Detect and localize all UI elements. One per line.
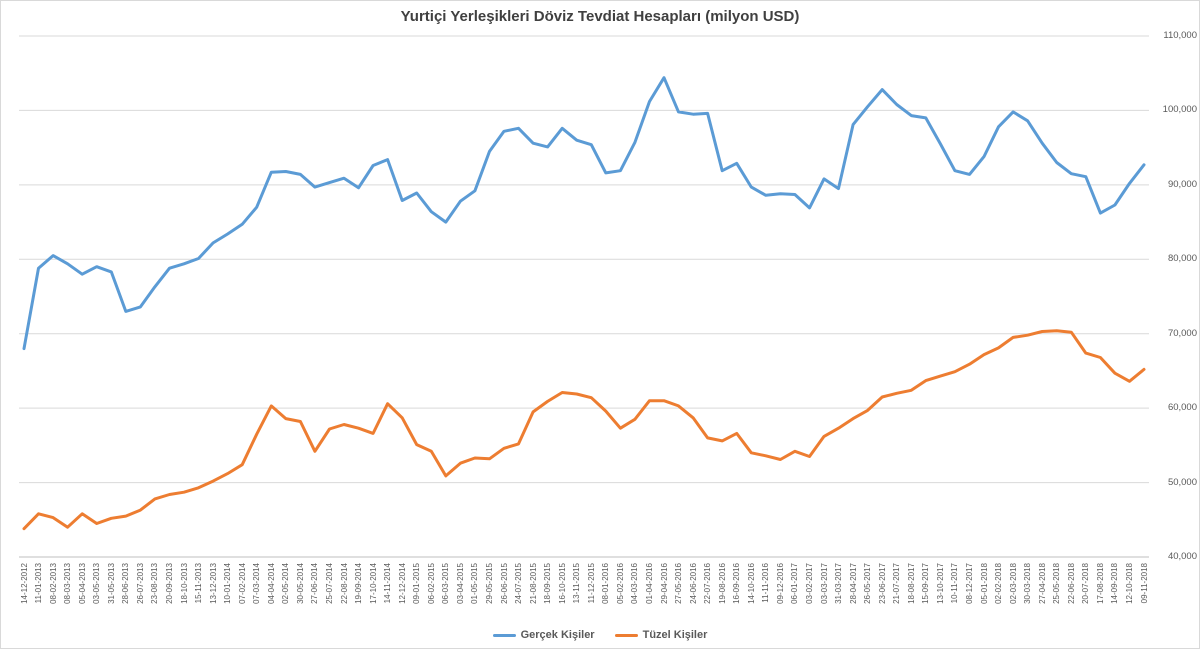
x-tick-label: 08-12-2017 bbox=[964, 563, 974, 604]
x-tick-label: 20-07-2018 bbox=[1081, 563, 1091, 604]
x-tick-label: 29-04-2016 bbox=[659, 563, 669, 604]
x-tick-label: 22-08-2014 bbox=[339, 563, 349, 604]
x-tick-label: 16-10-2015 bbox=[557, 563, 567, 604]
x-tick-label: 12-10-2018 bbox=[1124, 563, 1134, 604]
y-tick-label: 70,000 bbox=[1167, 327, 1197, 339]
legend-label-gercek: Gerçek Kişiler bbox=[520, 629, 595, 641]
x-tick-label: 18-10-2013 bbox=[179, 563, 189, 604]
x-tick-label: 11-11-2016 bbox=[761, 563, 771, 603]
x-tick-label: 13-12-2013 bbox=[208, 563, 218, 604]
legend-item-tuzel-kisiler[interactable]: Tüzel Kişiler bbox=[614, 629, 708, 641]
x-tick-label: 05-02-2016 bbox=[615, 563, 625, 604]
x-tick-label: 29-05-2015 bbox=[484, 563, 494, 604]
x-tick-label: 07-02-2014 bbox=[237, 563, 247, 604]
y-tick-label: 80,000 bbox=[1167, 253, 1197, 265]
x-tick-label: 10-01-2014 bbox=[223, 563, 233, 604]
x-tick-label: 09-11-2018 bbox=[1139, 563, 1149, 604]
x-tick-label: 04-03-2016 bbox=[630, 563, 640, 604]
x-tick-label: 25-05-2018 bbox=[1052, 563, 1062, 604]
x-tick-label: 09-12-2016 bbox=[775, 563, 785, 604]
x-tick-label: 24-06-2016 bbox=[688, 563, 698, 604]
x-tick-label: 23-08-2013 bbox=[150, 563, 160, 604]
y-tick-label: 100,000 bbox=[1162, 104, 1197, 116]
x-tick-label: 26-06-2015 bbox=[499, 563, 509, 604]
x-tick-label: 02-03-2018 bbox=[1008, 563, 1018, 604]
x-tick-label: 02-02-2018 bbox=[994, 563, 1004, 604]
y-tick-label: 50,000 bbox=[1167, 476, 1197, 488]
x-tick-label: 13-10-2017 bbox=[935, 563, 945, 604]
y-tick-label: 90,000 bbox=[1167, 178, 1197, 190]
x-tick-label: 11-12-2015 bbox=[586, 563, 596, 604]
series-line-gercek-kisiler[interactable] bbox=[22, 76, 1146, 351]
x-tick-label: 07-03-2014 bbox=[252, 563, 262, 604]
x-tick-label: 21-08-2015 bbox=[528, 563, 538, 604]
x-tick-label: 15-11-2013 bbox=[194, 563, 204, 604]
x-tick-label: 02-05-2014 bbox=[281, 563, 291, 604]
x-tick-label: 27-04-2018 bbox=[1037, 563, 1047, 604]
x-tick-label: 03-03-2017 bbox=[819, 563, 829, 604]
x-tick-label: 18-09-2015 bbox=[543, 563, 553, 604]
x-tick-label: 16-09-2016 bbox=[732, 563, 742, 604]
x-tick-label: 12-12-2014 bbox=[397, 563, 407, 604]
x-tick-label: 19-09-2014 bbox=[354, 563, 364, 604]
x-tick-label: 26-05-2017 bbox=[863, 563, 873, 604]
x-tick-label: 22-06-2018 bbox=[1066, 563, 1076, 604]
x-tick-label: 17-08-2018 bbox=[1095, 563, 1105, 604]
y-tick-label: 40,000 bbox=[1167, 551, 1197, 562]
x-tick-label: 15-09-2017 bbox=[921, 563, 931, 604]
x-tick-label: 06-03-2015 bbox=[441, 563, 451, 604]
chart-title: Yurtiçi Yerleşikleri Döviz Tevdiat Hesap… bbox=[400, 8, 800, 25]
x-tick-label: 19-08-2016 bbox=[717, 563, 727, 604]
x-tick-label: 31-03-2017 bbox=[834, 563, 844, 604]
x-tick-label: 27-05-2016 bbox=[674, 563, 684, 604]
y-tick-label: 60,000 bbox=[1167, 402, 1197, 414]
x-tick-label: 05-01-2018 bbox=[979, 563, 989, 604]
x-tick-label: 01-05-2015 bbox=[470, 563, 480, 604]
x-tick-label: 04-04-2014 bbox=[266, 563, 276, 604]
x-tick-label: 13-11-2015 bbox=[572, 563, 582, 604]
legend: Gerçek Kişiler Tüzel Kişiler bbox=[1, 629, 1199, 641]
x-tick-label: 14-09-2018 bbox=[1110, 563, 1120, 604]
x-tick-label: 24-07-2015 bbox=[514, 563, 524, 604]
x-tick-label: 01-04-2016 bbox=[644, 563, 654, 604]
x-tick-label: 06-02-2015 bbox=[426, 563, 436, 604]
x-tick-label: 09-01-2015 bbox=[412, 563, 422, 604]
x-tick-label: 08-02-2013 bbox=[48, 563, 58, 604]
x-tick-label: 10-11-2017 bbox=[950, 563, 960, 604]
x-tick-label: 05-04-2013 bbox=[77, 563, 87, 604]
legend-line-swatch-tuzel bbox=[614, 633, 638, 637]
x-tick-label: 08-03-2013 bbox=[63, 563, 73, 604]
x-tick-label: 31-05-2013 bbox=[106, 563, 116, 604]
x-tick-label: 23-06-2017 bbox=[877, 563, 887, 604]
x-tick-label: 11-01-2013 bbox=[34, 563, 44, 604]
x-tick-label: 03-04-2015 bbox=[455, 563, 465, 604]
x-tick-label: 03-02-2017 bbox=[804, 563, 814, 604]
x-tick-label: 30-03-2018 bbox=[1023, 563, 1033, 604]
x-tick-label: 14-12-2012 bbox=[19, 563, 29, 604]
x-tick-label: 27-06-2014 bbox=[310, 563, 320, 604]
legend-label-tuzel: Tüzel Kişiler bbox=[642, 629, 708, 641]
x-tick-label: 14-10-2016 bbox=[746, 563, 756, 604]
x-tick-label: 30-05-2014 bbox=[295, 563, 305, 604]
x-tick-label: 06-01-2017 bbox=[790, 563, 800, 604]
x-tick-label: 28-04-2017 bbox=[848, 563, 858, 604]
legend-item-gercek-kisiler[interactable]: Gerçek Kişiler bbox=[492, 629, 595, 641]
x-tick-label: 08-01-2016 bbox=[601, 563, 611, 604]
x-tick-label: 20-09-2013 bbox=[164, 563, 174, 604]
x-tick-label: 17-10-2014 bbox=[368, 563, 378, 604]
x-tick-label: 03-05-2013 bbox=[92, 563, 102, 604]
y-tick-label: 110,000 bbox=[1163, 30, 1197, 41]
x-tick-label: 22-07-2016 bbox=[703, 563, 713, 604]
series-line-tuzel-kisiler[interactable] bbox=[22, 329, 1146, 531]
x-tick-label: 18-08-2017 bbox=[906, 563, 916, 604]
x-tick-label: 26-07-2013 bbox=[135, 563, 145, 604]
legend-line-swatch-gercek bbox=[492, 633, 516, 637]
x-tick-label: 14-11-2014 bbox=[383, 563, 393, 604]
x-tick-label: 21-07-2017 bbox=[892, 563, 902, 604]
x-tick-label: 25-07-2014 bbox=[324, 563, 334, 604]
x-tick-label: 28-06-2013 bbox=[121, 563, 131, 604]
